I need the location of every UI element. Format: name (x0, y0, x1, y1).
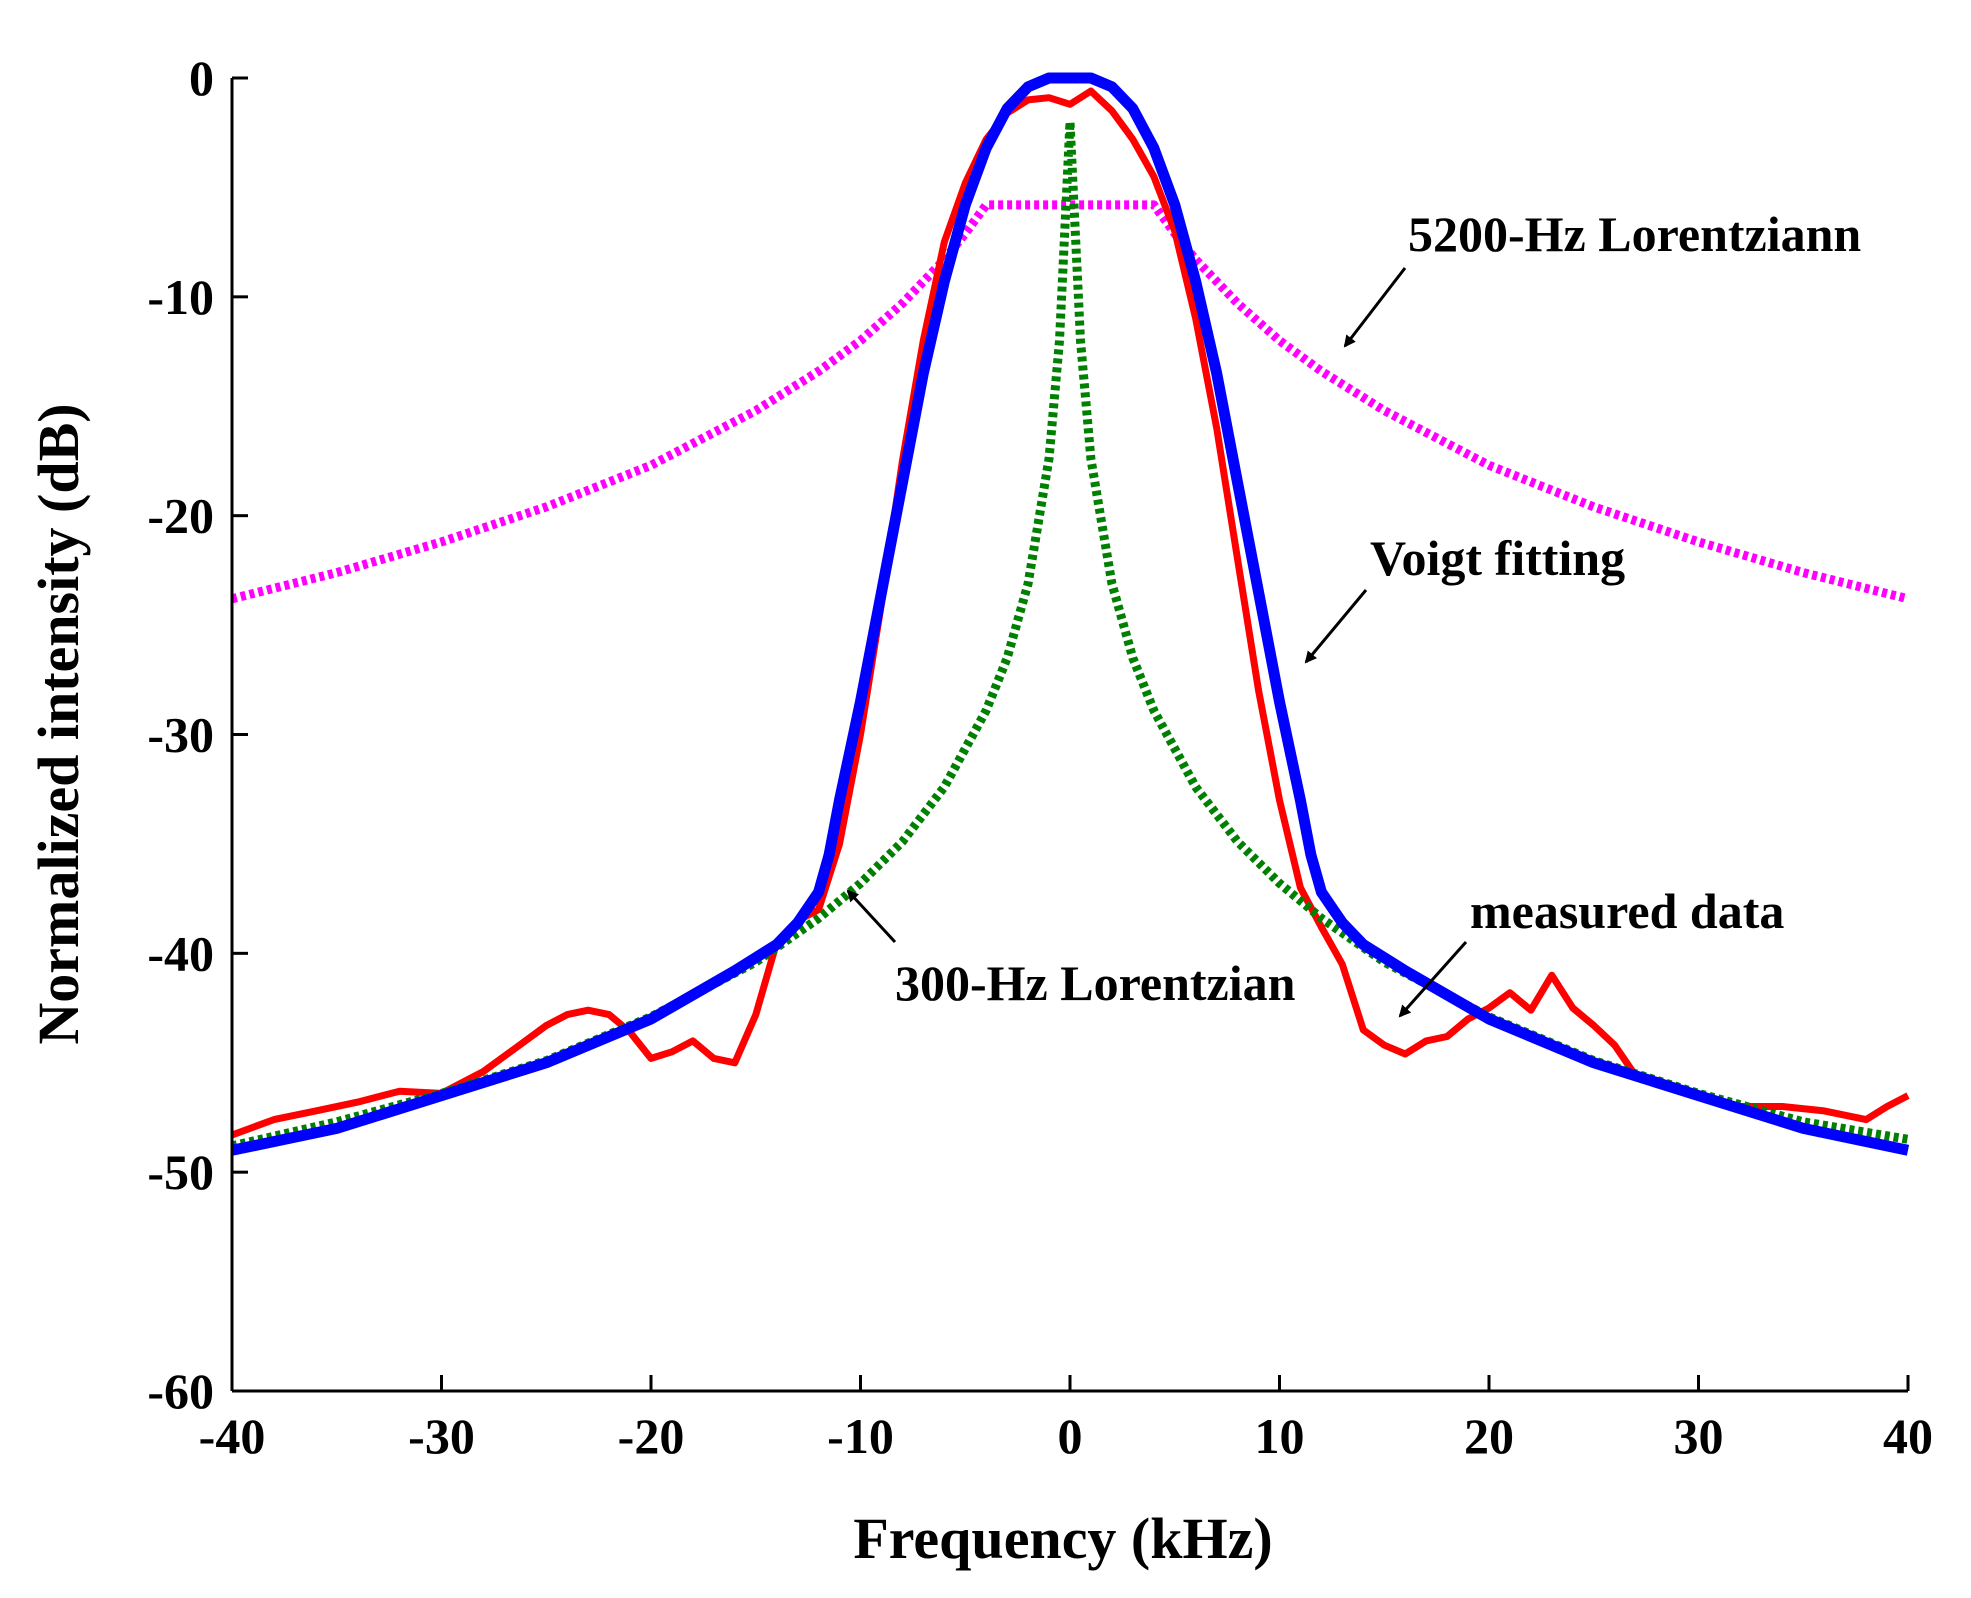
x-tick-label: -30 (408, 1408, 475, 1464)
y-tick-label: 0 (189, 50, 214, 106)
x-tick-label: 0 (1058, 1408, 1083, 1464)
series-line-5200-hz-lorentziann (230, 200, 1910, 604)
annotation-5200hz-lorentziann: 5200-Hz Lorentziann (1408, 206, 1861, 262)
axes-layer (230, 78, 1908, 1393)
x-tick-label: -10 (827, 1408, 894, 1464)
x-tick-label: -20 (618, 1408, 685, 1464)
y-tick-label: -60 (147, 1363, 214, 1419)
annotation-voigt-fitting: Voigt fitting (1370, 530, 1625, 586)
x-tick-label: 10 (1255, 1408, 1305, 1464)
y-axis-title: Normalized intensity (dB) (26, 403, 91, 1044)
y-tick-label: -40 (147, 925, 214, 981)
series-line-voigt-fitting (230, 72, 1910, 1156)
arrow-300hz-lorentzian (846, 889, 897, 944)
annotations-layer: 5200-Hz Lorentziann Voigt fitting measur… (846, 206, 1861, 1018)
ticks-layer: -40 -30 -20 -10 0 10 20 30 40 0 -10 -20 -30 -40 -50 -60 (147, 50, 1933, 1464)
x-axis-title: Frequency (kHz) (853, 1506, 1272, 1571)
y-tick-label: -50 (147, 1144, 214, 1200)
arrow-measured-data (1398, 941, 1468, 1018)
y-tick-label: -30 (147, 707, 214, 763)
series-line-measured-data (230, 87, 1910, 1139)
annotation-300hz-lorentzian: 300-Hz Lorentzian (895, 955, 1296, 1011)
series-layer (230, 72, 1910, 1156)
x-tick-label: 30 (1674, 1408, 1724, 1464)
annotation-measured-data: measured data (1470, 883, 1784, 939)
y-tick-label: -20 (147, 488, 214, 544)
arrow-5200hz-lorentziann (1343, 267, 1407, 348)
x-tick-label: -40 (199, 1408, 266, 1464)
x-tick-label: 40 (1883, 1408, 1933, 1464)
arrow-voigt-fitting (1304, 589, 1368, 664)
x-tick-label: 20 (1464, 1408, 1514, 1464)
y-tick-label: -10 (147, 269, 214, 325)
